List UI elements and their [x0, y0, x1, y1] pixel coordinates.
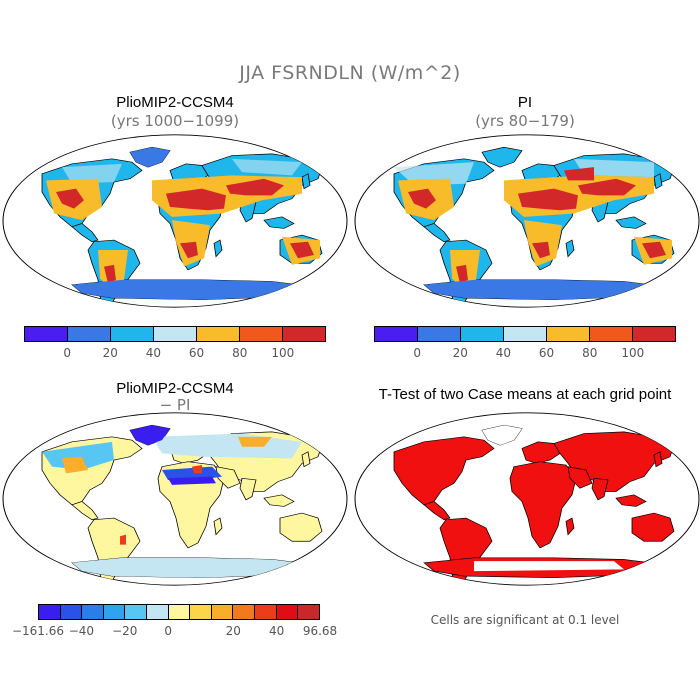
colorbar-tick-label: 100: [271, 346, 295, 360]
panel-2-title: PI: [517, 94, 533, 111]
colorbar-tick-label: 60: [188, 346, 205, 360]
colorbar-swatch: [103, 605, 126, 619]
colorbar-pi: [374, 326, 676, 342]
colorbar-tick-label: 80: [582, 346, 598, 360]
colorbar-swatch: [168, 605, 191, 619]
colorbar-plio: [24, 326, 326, 342]
colorbar-tick-label: 80: [232, 346, 248, 360]
colorbar-swatch: [125, 605, 148, 619]
colorbar-swatch: [154, 327, 197, 341]
colorbar-tick-label: 20: [102, 346, 118, 360]
colorbar-swatch: [255, 605, 277, 619]
map-difference: [2, 412, 348, 586]
map-ttest: [354, 412, 700, 586]
colorbar-tick-label: 20: [452, 346, 468, 360]
colorbar-swatch: [590, 327, 633, 341]
colorbar-swatch: [276, 605, 299, 619]
map-pi: [354, 134, 700, 308]
colorbar-swatch: [461, 327, 504, 341]
colorbar-swatch: [197, 327, 240, 341]
colorbar-tick-label: 96.68: [302, 624, 338, 638]
colorbar-tick-label: 40: [145, 346, 162, 360]
colorbar-swatch: [68, 327, 111, 341]
colorbar-tick-label: 40: [268, 624, 285, 638]
colorbar-difference: [38, 604, 320, 620]
panel-3-title: PlioMIP2-CCSM4: [116, 380, 234, 397]
colorbar-tick-label: 60: [538, 346, 555, 360]
colorbar-tick-label: 20: [225, 624, 241, 638]
panel-4-title: T-Test of two Case means at each grid po…: [378, 386, 672, 403]
significance-note: Cells are significant at 0.1 level: [430, 613, 620, 627]
colorbar-tick-label: 100: [621, 346, 645, 360]
colorbar-tick-label: −40: [68, 624, 95, 638]
colorbar-swatch: [633, 327, 675, 341]
colorbar-tick-label: 0: [164, 624, 172, 638]
panel-3-subtitle: − PI: [159, 396, 191, 414]
colorbar-swatch: [25, 327, 68, 341]
panel-1-title: PlioMIP2-CCSM4: [116, 94, 234, 111]
colorbar-swatch: [418, 327, 461, 341]
map-plio: [2, 134, 348, 308]
colorbar-tick-label: −20: [112, 624, 138, 638]
panel-2-subtitle: (yrs 80−179): [475, 112, 575, 130]
colorbar-tick-label: 0: [413, 346, 421, 360]
colorbar-swatch: [240, 327, 283, 341]
panel-1-subtitle: (yrs 1000−1099): [110, 112, 240, 130]
colorbar-swatch: [60, 605, 83, 619]
colorbar-swatch: [211, 605, 234, 619]
colorbar-swatch: [39, 605, 61, 619]
colorbar-swatch: [283, 327, 325, 341]
colorbar-tick-label: 0: [63, 346, 71, 360]
colorbar-swatch: [190, 605, 212, 619]
colorbar-swatch: [375, 327, 418, 341]
colorbar-tick-label: −161.66: [11, 624, 65, 638]
colorbar-swatch: [298, 605, 319, 619]
colorbar-swatch: [504, 327, 547, 341]
main-title: JJA FSRNDLN (W/m^2): [239, 62, 461, 84]
colorbar-swatch: [82, 605, 104, 619]
colorbar-swatch: [233, 605, 256, 619]
colorbar-tick-label: 40: [495, 346, 512, 360]
colorbar-swatch: [547, 327, 590, 341]
colorbar-swatch: [147, 605, 169, 619]
colorbar-swatch: [111, 327, 154, 341]
